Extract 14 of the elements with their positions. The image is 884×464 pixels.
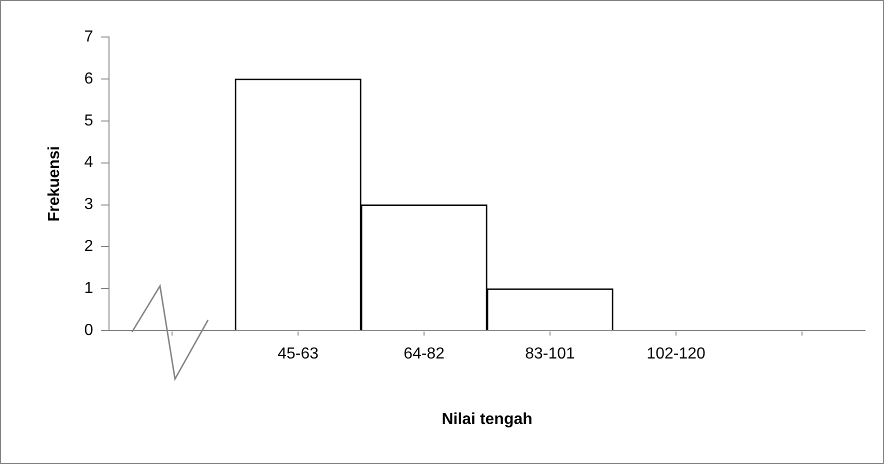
y-tick-label: 6 <box>84 70 94 88</box>
y-tick-label: 4 <box>84 154 94 172</box>
y-tick-label: 3 <box>84 196 94 214</box>
y-tick-label: 0 <box>84 322 94 340</box>
y-tick-label: 7 <box>84 28 94 46</box>
y-tick-label: 1 <box>84 280 94 298</box>
y-tick-label: 2 <box>84 238 94 256</box>
x-tick-label: 64-82 <box>404 346 445 363</box>
y-axis-title: Frekuensi <box>46 146 64 222</box>
x-tick-label: 102-120 <box>646 346 706 363</box>
x-tick-label: 83-101 <box>525 346 576 363</box>
x-tick-label: 45-63 <box>278 346 319 363</box>
x-axis-title: Nilai tengah <box>442 410 532 428</box>
y-tick-label: 5 <box>84 112 94 130</box>
